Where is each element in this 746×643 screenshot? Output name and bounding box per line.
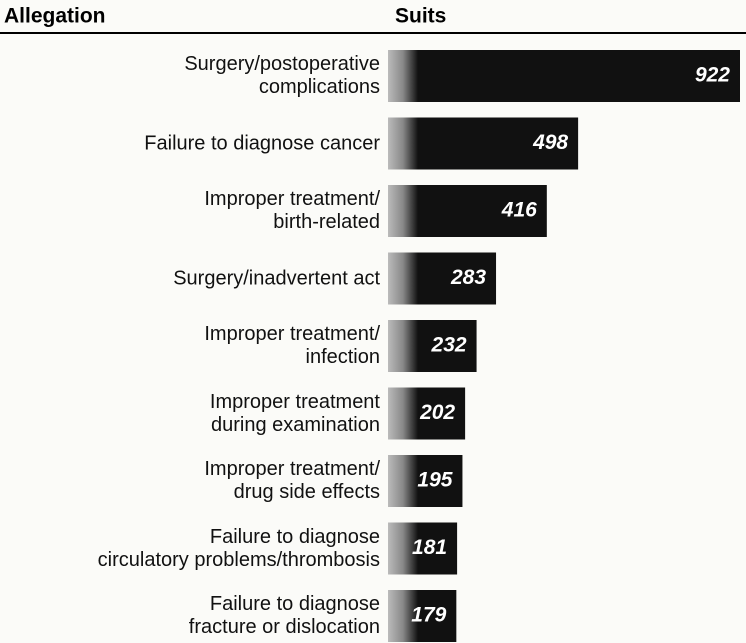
value-label: 416 bbox=[501, 199, 537, 222]
category-label: Improper treatment/ drug side effects bbox=[204, 458, 380, 504]
category-label: Improper treatment/ infection bbox=[204, 323, 380, 369]
value-label: 195 bbox=[417, 469, 452, 492]
chart: Allegation Suits 922 498 416 283 232 202 195 18… bbox=[0, 0, 746, 643]
bar bbox=[388, 50, 740, 102]
value-label: 179 bbox=[411, 604, 446, 627]
category-label: Failure to diagnose cancer bbox=[144, 132, 380, 155]
value-header: Suits bbox=[395, 5, 446, 28]
category-label: Failure to diagnose circulatory problems… bbox=[98, 526, 380, 572]
value-label: 202 bbox=[419, 401, 455, 424]
value-label: 498 bbox=[532, 131, 568, 154]
category-label: Improper treatment during examination bbox=[210, 391, 380, 437]
category-label: Surgery/inadvertent act bbox=[173, 267, 380, 290]
category-label: Failure to diagnose fracture or dislocat… bbox=[189, 593, 380, 639]
value-label: 283 bbox=[450, 266, 486, 289]
value-label: 232 bbox=[431, 334, 467, 357]
value-label: 181 bbox=[412, 536, 447, 559]
category-label: Surgery/postoperative complications bbox=[184, 53, 380, 99]
category-label: Improper treatment/ birth-related bbox=[204, 188, 380, 234]
category-header: Allegation bbox=[4, 5, 106, 28]
value-label: 922 bbox=[695, 64, 730, 87]
